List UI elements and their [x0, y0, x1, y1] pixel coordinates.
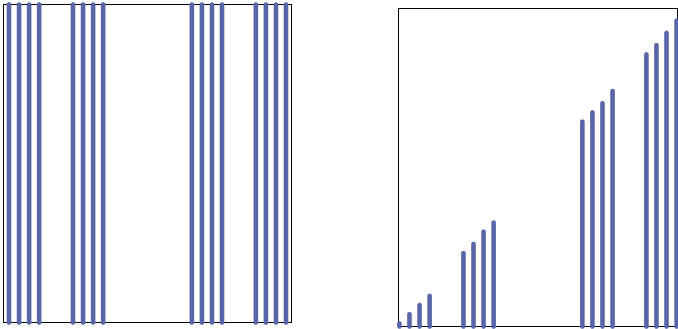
right-plot-frame	[398, 8, 678, 327]
left-plot-frame	[3, 4, 292, 323]
left-panel	[3, 2, 292, 325]
right-panel	[397, 8, 678, 329]
right-bars	[397, 18, 678, 329]
left-bars	[6, 2, 289, 325]
